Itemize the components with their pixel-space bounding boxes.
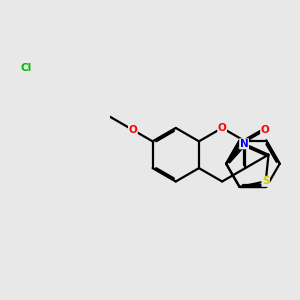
Text: N: N [240,139,248,149]
Text: O: O [261,125,269,135]
Text: S: S [262,176,269,186]
Text: Cl: Cl [21,63,32,74]
Text: O: O [128,125,137,135]
Text: O: O [218,123,226,133]
